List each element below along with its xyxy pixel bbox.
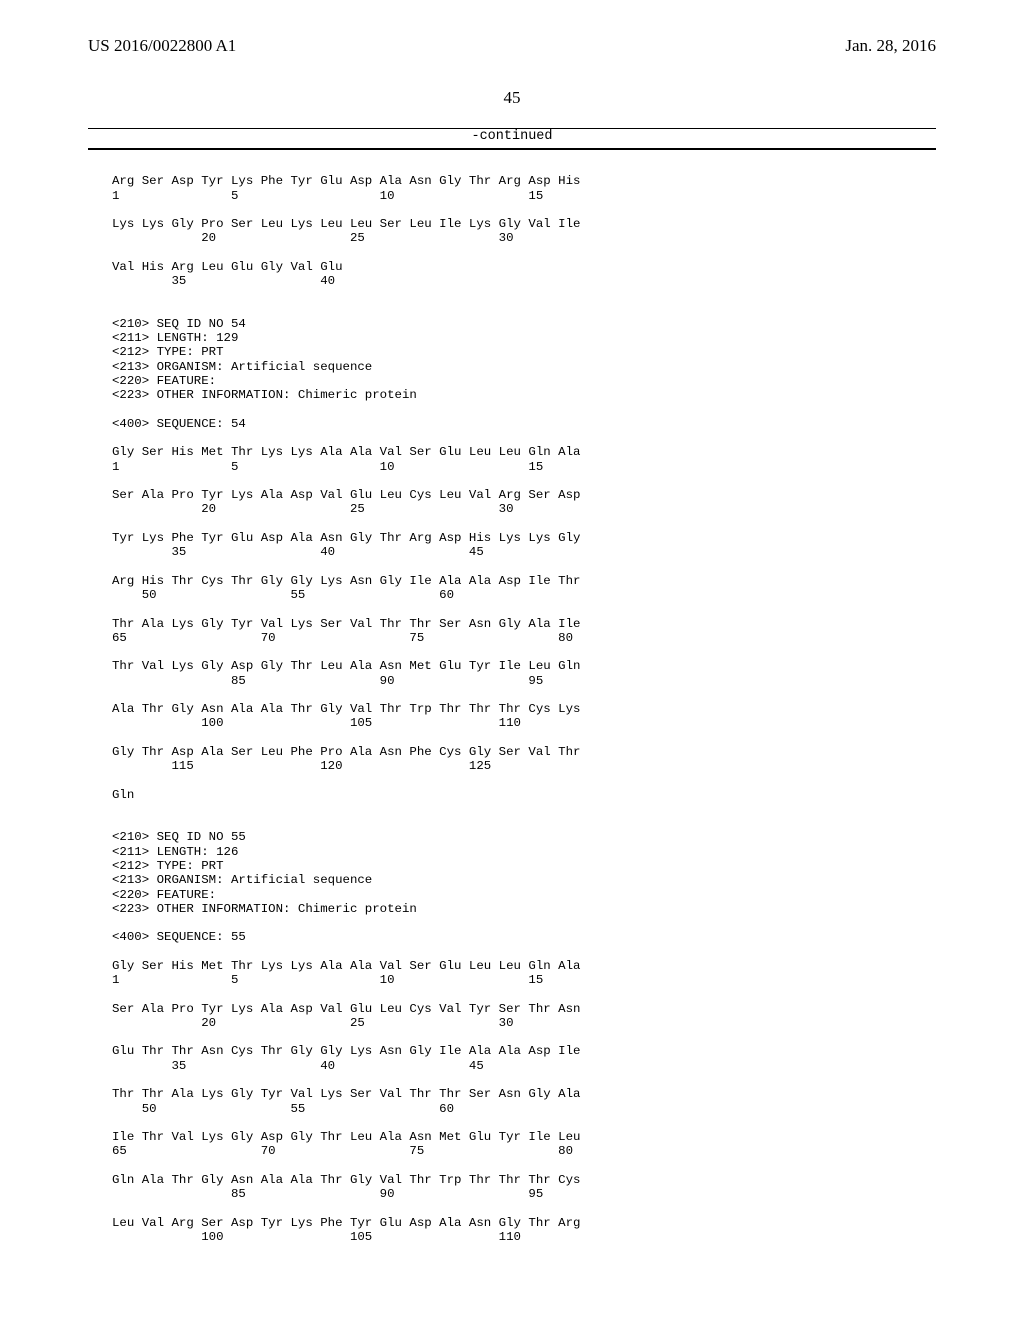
- page-number: 45: [0, 88, 1024, 108]
- seq-row: Val His Arg Leu Glu Gly Val Glu: [112, 260, 343, 274]
- seq-header-line: <210> SEQ ID NO 55: [112, 830, 246, 844]
- seq-row: Leu Val Arg Ser Asp Tyr Lys Phe Tyr Glu …: [112, 1216, 580, 1230]
- seq-header-line: <212> TYPE: PRT: [112, 859, 224, 873]
- seq-num: 100 105 110: [112, 716, 521, 730]
- seq-num: 35 40: [112, 274, 335, 288]
- seq-row: Ile Thr Val Lys Gly Asp Gly Thr Leu Ala …: [112, 1130, 580, 1144]
- seq-row: Glu Thr Thr Asn Cys Thr Gly Gly Lys Asn …: [112, 1044, 580, 1058]
- seq-header-line: <400> SEQUENCE: 54: [112, 417, 246, 431]
- seq-header-line: <220> FEATURE:: [112, 888, 216, 902]
- seq-row: Ala Thr Gly Asn Ala Ala Thr Gly Val Thr …: [112, 702, 580, 716]
- continued-label: -continued: [88, 129, 936, 148]
- seq-num: 115 120 125: [112, 759, 491, 773]
- seq-header-line: <213> ORGANISM: Artificial sequence: [112, 873, 372, 887]
- seq-row: Gln: [112, 788, 134, 802]
- seq-num: 1 5 10 15: [112, 189, 543, 203]
- seq-header-line: <210> SEQ ID NO 54: [112, 317, 246, 331]
- header-publication-number: US 2016/0022800 A1: [88, 36, 236, 56]
- seq-num: 20 25 30: [112, 231, 514, 245]
- continued-block: -continued: [88, 128, 936, 150]
- rule-top-thick: [88, 148, 936, 150]
- page: US 2016/0022800 A1 Jan. 28, 2016 45 -con…: [0, 0, 1024, 1320]
- seq-header-line: <211> LENGTH: 129: [112, 331, 238, 345]
- seq-row: Gln Ala Thr Gly Asn Ala Ala Thr Gly Val …: [112, 1173, 580, 1187]
- seq-header-line: <223> OTHER INFORMATION: Chimeric protei…: [112, 902, 417, 916]
- seq-row: Gly Ser His Met Thr Lys Lys Ala Ala Val …: [112, 445, 580, 459]
- seq-num: 1 5 10 15: [112, 460, 543, 474]
- seq-row: Gly Ser His Met Thr Lys Lys Ala Ala Val …: [112, 959, 580, 973]
- seq-num: 1 5 10 15: [112, 973, 543, 987]
- seq-row: Ser Ala Pro Tyr Lys Ala Asp Val Glu Leu …: [112, 488, 580, 502]
- seq-header-line: <220> FEATURE:: [112, 374, 216, 388]
- seq-num: 65 70 75 80: [112, 631, 573, 645]
- seq-header-line: <213> ORGANISM: Artificial sequence: [112, 360, 372, 374]
- seq-header-line: <212> TYPE: PRT: [112, 345, 224, 359]
- seq-row: Arg Ser Asp Tyr Lys Phe Tyr Glu Asp Ala …: [112, 174, 580, 188]
- seq-header-line: <223> OTHER INFORMATION: Chimeric protei…: [112, 388, 417, 402]
- seq-num: 35 40 45: [112, 1059, 484, 1073]
- seq-row: Lys Lys Gly Pro Ser Leu Lys Leu Leu Ser …: [112, 217, 580, 231]
- seq-num: 50 55 60: [112, 588, 454, 602]
- seq-row: Arg His Thr Cys Thr Gly Gly Lys Asn Gly …: [112, 574, 580, 588]
- seq-row: Ser Ala Pro Tyr Lys Ala Asp Val Glu Leu …: [112, 1002, 580, 1016]
- seq-num: 85 90 95: [112, 674, 543, 688]
- seq-num: 65 70 75 80: [112, 1144, 573, 1158]
- seq-header-line: <211> LENGTH: 126: [112, 845, 238, 859]
- sequence-listing: Arg Ser Asp Tyr Lys Phe Tyr Glu Asp Ala …: [112, 160, 912, 1244]
- seq-num: 20 25 30: [112, 502, 514, 516]
- seq-num: 50 55 60: [112, 1102, 454, 1116]
- seq-num: 35 40 45: [112, 545, 484, 559]
- seq-row: Thr Thr Ala Lys Gly Tyr Val Lys Ser Val …: [112, 1087, 580, 1101]
- seq-row: Thr Ala Lys Gly Tyr Val Lys Ser Val Thr …: [112, 617, 580, 631]
- seq-num: 100 105 110: [112, 1230, 521, 1244]
- seq-num: 85 90 95: [112, 1187, 543, 1201]
- seq-num: 20 25 30: [112, 1016, 514, 1030]
- seq-row: Gly Thr Asp Ala Ser Leu Phe Pro Ala Asn …: [112, 745, 580, 759]
- seq-row: Tyr Lys Phe Tyr Glu Asp Ala Asn Gly Thr …: [112, 531, 580, 545]
- seq-row: Thr Val Lys Gly Asp Gly Thr Leu Ala Asn …: [112, 659, 580, 673]
- header-date: Jan. 28, 2016: [845, 36, 936, 56]
- seq-header-line: <400> SEQUENCE: 55: [112, 930, 246, 944]
